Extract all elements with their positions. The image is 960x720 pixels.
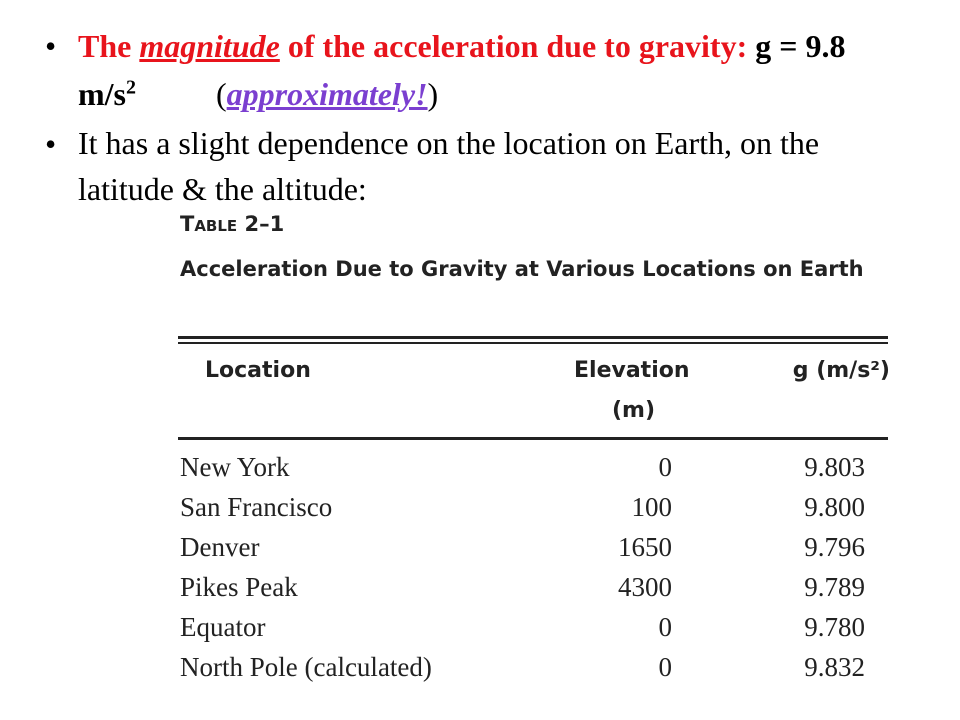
text: magnitude	[139, 28, 280, 64]
g-cell: 9.800	[804, 492, 865, 522]
header: g (m/s²)	[792, 358, 890, 383]
g-cell: 9.780	[804, 612, 865, 642]
header: Location	[205, 358, 311, 383]
rule	[178, 336, 888, 339]
elevation-cell: 1650	[618, 532, 672, 562]
elevation-cell: 0	[658, 652, 673, 682]
rule	[178, 342, 888, 344]
elevation-cell: 100	[631, 492, 673, 522]
bullet: •	[45, 126, 57, 162]
g-cell: 9.789	[804, 572, 865, 602]
g-cell: 9.832	[804, 652, 865, 682]
location-cell: Denver	[180, 532, 260, 562]
bullet-text: It has a slight dependence on the locati…	[78, 125, 820, 207]
text: )	[427, 76, 439, 112]
table-title: Acceleration Due to Gravity at Various L…	[180, 257, 864, 281]
location-cell: North Pole (calculated)	[180, 652, 432, 682]
text: g = 9.8 m/s	[78, 28, 846, 112]
rule	[178, 437, 888, 440]
text: The	[78, 28, 140, 64]
header: Elevation	[574, 358, 690, 383]
elevation-cell: 0	[658, 452, 673, 482]
text: approximately!	[226, 76, 428, 112]
location-cell: Pikes Peak	[180, 572, 298, 602]
header: (m)	[612, 398, 656, 423]
table-label: Table 2–1	[180, 212, 285, 236]
elevation-cell: 0	[658, 612, 673, 642]
bullet: •	[45, 28, 57, 64]
location-cell: Equator	[180, 612, 266, 642]
g-cell: 9.796	[804, 532, 865, 562]
text: of the acceleration due to gravity:	[279, 28, 748, 64]
superscript: 2	[126, 76, 136, 99]
bullet-text: The magnitude of the acceleration due to…	[78, 22, 878, 118]
location-cell: San Francisco	[180, 492, 333, 522]
location-cell: New York	[180, 452, 290, 482]
elevation-cell: 4300	[618, 572, 672, 602]
text: (	[216, 76, 227, 112]
g-cell: 9.803	[804, 452, 865, 482]
